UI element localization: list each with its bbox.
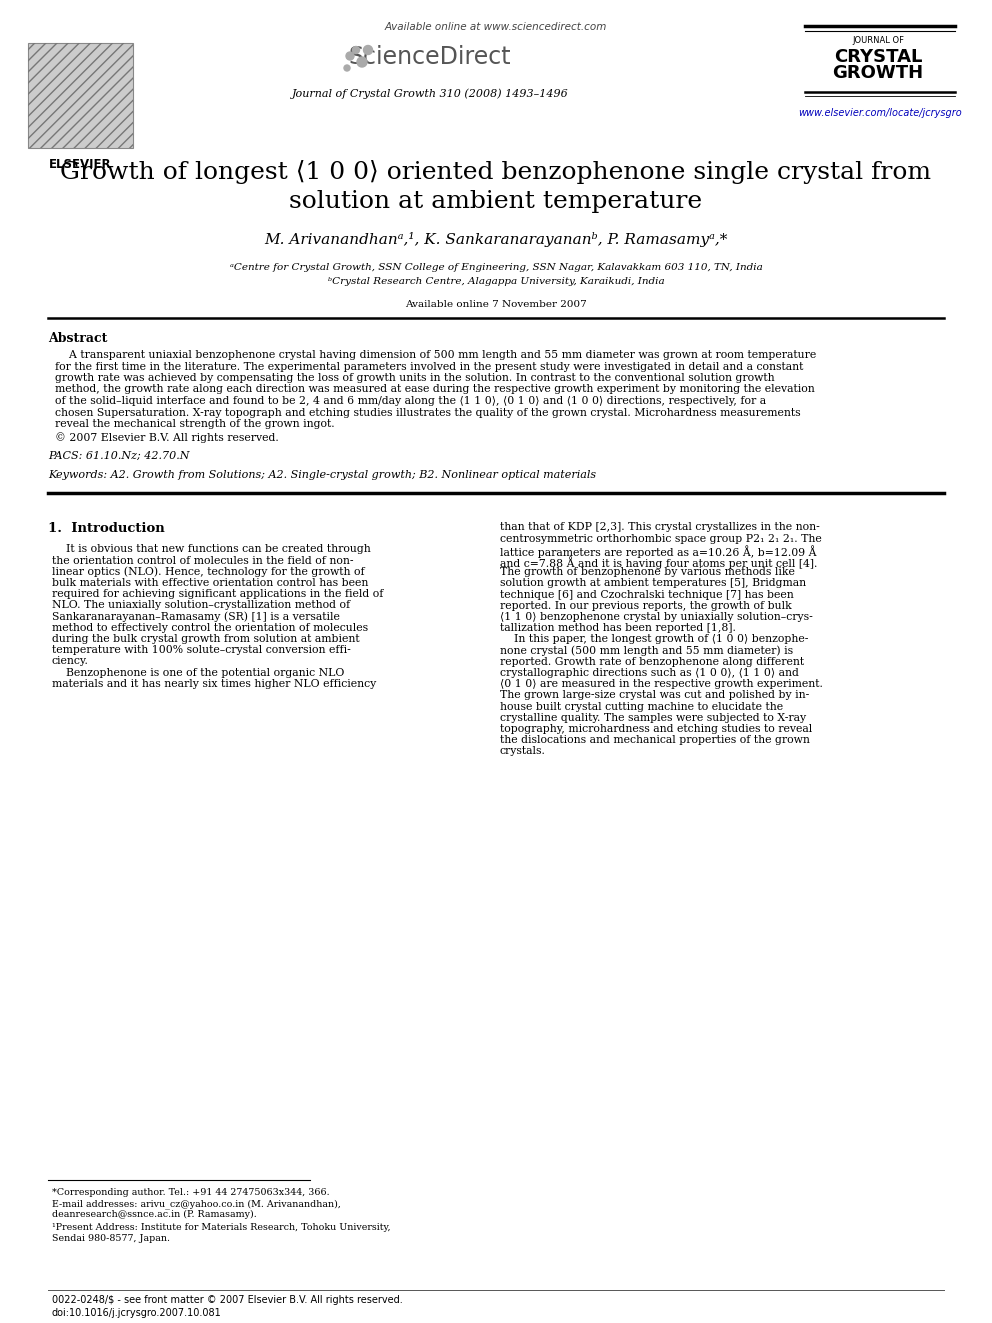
Text: The grown large-size crystal was cut and polished by in-: The grown large-size crystal was cut and… — [500, 691, 809, 700]
Circle shape — [363, 45, 373, 54]
Text: doi:10.1016/j.jcrysgro.2007.10.081: doi:10.1016/j.jcrysgro.2007.10.081 — [52, 1308, 222, 1318]
Text: © 2007 Elsevier B.V. All rights reserved.: © 2007 Elsevier B.V. All rights reserved… — [55, 433, 279, 443]
Text: ᵇCrystal Research Centre, Alagappa University, Karaikudi, India: ᵇCrystal Research Centre, Alagappa Unive… — [327, 277, 665, 286]
Text: A transparent uniaxial benzophenone crystal having dimension of 500 mm length an: A transparent uniaxial benzophenone crys… — [55, 351, 816, 360]
Text: topography, microhardness and etching studies to reveal: topography, microhardness and etching st… — [500, 724, 812, 734]
Text: GROWTH: GROWTH — [832, 64, 924, 82]
Text: PACS: 61.10.Nz; 42.70.N: PACS: 61.10.Nz; 42.70.N — [48, 451, 189, 460]
Text: NLO. The uniaxially solution–crystallization method of: NLO. The uniaxially solution–crystalliza… — [52, 601, 350, 610]
Circle shape — [346, 52, 354, 60]
Text: 1.  Introduction: 1. Introduction — [48, 523, 165, 536]
Text: ⟨1 1 0⟩ benzophenone crystal by uniaxially solution–crys-: ⟨1 1 0⟩ benzophenone crystal by uniaxial… — [500, 613, 812, 622]
Text: crystalline quality. The samples were subjected to X-ray: crystalline quality. The samples were su… — [500, 713, 806, 722]
Text: E-mail addresses: arivu_cz@yahoo.co.in (M. Arivanandhan),: E-mail addresses: arivu_cz@yahoo.co.in (… — [52, 1199, 341, 1209]
Text: required for achieving significant applications in the field of: required for achieving significant appli… — [52, 589, 383, 599]
Text: www.elsevier.com/locate/jcrysgro: www.elsevier.com/locate/jcrysgro — [799, 108, 962, 118]
Text: method, the growth rate along each direction was measured at ease during the res: method, the growth rate along each direc… — [55, 385, 814, 394]
Text: M. Arivanandhanᵃ,¹, K. Sankaranarayananᵇ, P. Ramasamyᵃ,*: M. Arivanandhanᵃ,¹, K. Sankaranarayananᵇ… — [264, 232, 728, 247]
Text: ᵃCentre for Crystal Growth, SSN College of Engineering, SSN Nagar, Kalavakkam 60: ᵃCentre for Crystal Growth, SSN College … — [229, 263, 763, 273]
Text: during the bulk crystal growth from solution at ambient: during the bulk crystal growth from solu… — [52, 634, 360, 644]
Circle shape — [352, 46, 359, 53]
Text: chosen Supersaturation. X-ray topograph and etching studies illustrates the qual: chosen Supersaturation. X-ray topograph … — [55, 407, 801, 418]
Text: Available online 7 November 2007: Available online 7 November 2007 — [405, 300, 587, 310]
Text: growth rate was achieved by compensating the loss of growth units in the solutio: growth rate was achieved by compensating… — [55, 373, 775, 382]
Text: JOURNAL OF: JOURNAL OF — [852, 36, 904, 45]
Text: 0022-0248/$ - see front matter © 2007 Elsevier B.V. All rights reserved.: 0022-0248/$ - see front matter © 2007 El… — [52, 1295, 403, 1304]
Text: ¹Present Address: Institute for Materials Research, Tohoku University,: ¹Present Address: Institute for Material… — [52, 1222, 391, 1232]
Text: house built crystal cutting machine to elucidate the: house built crystal cutting machine to e… — [500, 701, 783, 712]
Text: Available online at www.sciencedirect.com: Available online at www.sciencedirect.co… — [385, 22, 607, 32]
Text: The growth of benzophenone by various methods like: The growth of benzophenone by various me… — [500, 568, 795, 577]
Text: crystallographic directions such as ⟨1 0 0⟩, ⟨1 1 0⟩ and: crystallographic directions such as ⟨1 0… — [500, 668, 799, 679]
Text: solution at ambient temperature: solution at ambient temperature — [290, 191, 702, 213]
Text: the orientation control of molecules in the field of non-: the orientation control of molecules in … — [52, 556, 353, 566]
Text: reported. In our previous reports, the growth of bulk: reported. In our previous reports, the g… — [500, 601, 792, 611]
Text: Keywords: A2. Growth from Solutions; A2. Single-crystal growth; B2. Nonlinear op: Keywords: A2. Growth from Solutions; A2.… — [48, 471, 596, 480]
Text: It is obvious that new functions can be created through: It is obvious that new functions can be … — [52, 545, 371, 554]
Text: Benzophenone is one of the potential organic NLO: Benzophenone is one of the potential org… — [52, 668, 344, 677]
Text: tallization method has been reported [1,8].: tallization method has been reported [1,… — [500, 623, 736, 634]
Text: linear optics (NLO). Hence, technology for the growth of: linear optics (NLO). Hence, technology f… — [52, 566, 365, 577]
Text: Growth of longest ⟨1 0 0⟩ oriented benzophenone single crystal from: Growth of longest ⟨1 0 0⟩ oriented benzo… — [61, 160, 931, 184]
Circle shape — [344, 65, 350, 71]
Text: CRYSTAL: CRYSTAL — [834, 48, 923, 66]
Text: Abstract: Abstract — [48, 332, 107, 345]
Text: Sankaranarayanan–Ramasamy (SR) [1] is a versatile: Sankaranarayanan–Ramasamy (SR) [1] is a … — [52, 611, 340, 622]
Bar — [28, 44, 133, 148]
Text: lattice parameters are reported as a=10.26 Å, b=12.09 Å: lattice parameters are reported as a=10.… — [500, 545, 816, 558]
Text: In this paper, the longest growth of ⟨1 0 0⟩ benzophe-: In this paper, the longest growth of ⟨1 … — [500, 635, 808, 644]
Text: the dislocations and mechanical properties of the grown: the dislocations and mechanical properti… — [500, 736, 809, 745]
Text: temperature with 100% solute–crystal conversion effi-: temperature with 100% solute–crystal con… — [52, 646, 351, 655]
Text: method to effectively control the orientation of molecules: method to effectively control the orient… — [52, 623, 368, 632]
Circle shape — [357, 57, 367, 67]
Text: *Corresponding author. Tel.: +91 44 27475063x344, 366.: *Corresponding author. Tel.: +91 44 2747… — [52, 1188, 329, 1197]
Text: none crystal (500 mm length and 55 mm diameter) is: none crystal (500 mm length and 55 mm di… — [500, 646, 794, 656]
Text: centrosymmetric orthorhombic space group P2₁ 2₁ 2₁. The: centrosymmetric orthorhombic space group… — [500, 533, 821, 544]
Text: reveal the mechanical strength of the grown ingot.: reveal the mechanical strength of the gr… — [55, 419, 334, 429]
Text: than that of KDP [2,3]. This crystal crystallizes in the non-: than that of KDP [2,3]. This crystal cry… — [500, 523, 819, 532]
Text: Journal of Crystal Growth 310 (2008) 1493–1496: Journal of Crystal Growth 310 (2008) 149… — [292, 89, 568, 98]
Text: deanresearch@ssnce.ac.in (P. Ramasamy).: deanresearch@ssnce.ac.in (P. Ramasamy). — [52, 1211, 257, 1218]
Text: bulk materials with effective orientation control has been: bulk materials with effective orientatio… — [52, 578, 368, 589]
Text: Sendai 980-8577, Japan.: Sendai 980-8577, Japan. — [52, 1234, 170, 1244]
Text: materials and it has nearly six times higher NLO efficiency: materials and it has nearly six times hi… — [52, 679, 376, 689]
Text: ciency.: ciency. — [52, 656, 89, 667]
Text: and c=7.88 Å and it is having four atoms per unit cell [4].: and c=7.88 Å and it is having four atoms… — [500, 556, 817, 569]
Text: technique [6] and Czochralski technique [7] has been: technique [6] and Czochralski technique … — [500, 590, 794, 599]
Text: solution growth at ambient temperatures [5], Bridgman: solution growth at ambient temperatures … — [500, 578, 806, 589]
Text: crystals.: crystals. — [500, 746, 546, 757]
Bar — [28, 44, 133, 148]
Text: ELSEVIER: ELSEVIER — [49, 157, 111, 171]
Text: ScienceDirect: ScienceDirect — [348, 45, 511, 69]
Text: ⟨0 1 0⟩ are measured in the respective growth experiment.: ⟨0 1 0⟩ are measured in the respective g… — [500, 679, 823, 689]
Text: for the first time in the literature. The experimental parameters involved in th: for the first time in the literature. Th… — [55, 361, 804, 372]
Text: reported. Growth rate of benzophenone along different: reported. Growth rate of benzophenone al… — [500, 658, 805, 667]
Text: of the solid–liquid interface and found to be 2, 4 and 6 mm/day along the ⟨1 1 0: of the solid–liquid interface and found … — [55, 396, 766, 406]
